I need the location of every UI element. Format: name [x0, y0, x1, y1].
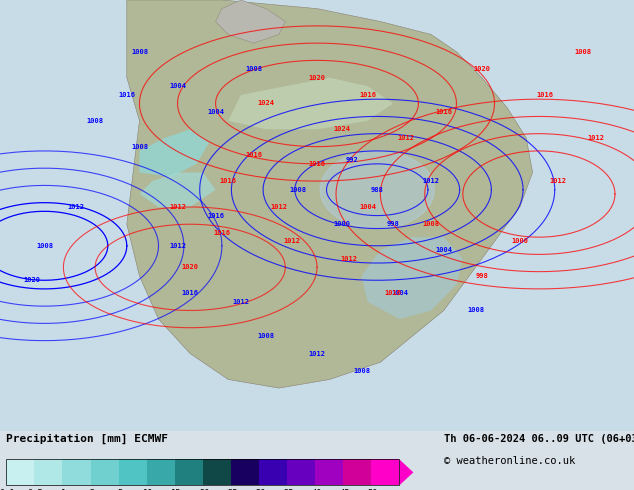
- Text: 1008: 1008: [575, 49, 592, 55]
- Text: 1004: 1004: [207, 109, 224, 115]
- Text: Th 06-06-2024 06..09 UTC (06+03): Th 06-06-2024 06..09 UTC (06+03): [444, 434, 634, 444]
- Text: 20: 20: [199, 489, 209, 490]
- Bar: [6, 460, 399, 485]
- Bar: [175, 460, 203, 485]
- Polygon shape: [361, 237, 463, 319]
- Bar: [146, 460, 175, 485]
- Text: 1012: 1012: [550, 178, 566, 184]
- Text: 1008: 1008: [467, 307, 484, 314]
- Text: 1008: 1008: [290, 187, 306, 193]
- Text: 40: 40: [311, 489, 322, 490]
- Text: © weatheronline.co.uk: © weatheronline.co.uk: [444, 456, 575, 466]
- Text: 1016: 1016: [436, 109, 452, 115]
- Text: 1012: 1012: [588, 135, 604, 141]
- Text: 45: 45: [339, 489, 350, 490]
- Text: 1016: 1016: [359, 92, 376, 98]
- Text: 1000: 1000: [334, 221, 351, 227]
- Text: 1008: 1008: [423, 221, 439, 227]
- Text: 15: 15: [171, 489, 181, 490]
- Polygon shape: [139, 129, 209, 177]
- Text: 1016: 1016: [385, 290, 401, 296]
- Text: 1024: 1024: [334, 126, 351, 132]
- Bar: [287, 460, 315, 485]
- Text: 0.1: 0.1: [0, 489, 16, 490]
- Text: 1016: 1016: [220, 178, 236, 184]
- Text: 1012: 1012: [398, 135, 414, 141]
- Bar: [231, 460, 259, 485]
- Text: 1016: 1016: [537, 92, 553, 98]
- Text: 1020: 1020: [23, 277, 40, 283]
- Text: 1020: 1020: [309, 74, 325, 81]
- Bar: [372, 460, 399, 485]
- Text: 998: 998: [387, 221, 399, 227]
- Polygon shape: [216, 0, 285, 43]
- Text: 1012: 1012: [271, 204, 287, 210]
- Bar: [63, 460, 91, 485]
- Text: 1024: 1024: [258, 100, 275, 106]
- Text: 50: 50: [368, 489, 378, 490]
- Circle shape: [320, 151, 434, 228]
- Text: 1000: 1000: [512, 239, 528, 245]
- Text: 0.5: 0.5: [28, 489, 44, 490]
- Text: 1016: 1016: [214, 230, 230, 236]
- Text: 1020: 1020: [182, 264, 198, 270]
- Text: 1012: 1012: [309, 350, 325, 357]
- Bar: [343, 460, 372, 485]
- Bar: [315, 460, 343, 485]
- Text: 1: 1: [61, 489, 67, 490]
- Bar: [203, 460, 231, 485]
- Text: 1008: 1008: [245, 66, 262, 72]
- Text: 2: 2: [89, 489, 94, 490]
- Text: 1016: 1016: [119, 92, 135, 98]
- Text: 1008: 1008: [36, 243, 53, 249]
- Text: 1016: 1016: [309, 161, 325, 167]
- Bar: [6, 460, 34, 485]
- Polygon shape: [228, 77, 393, 129]
- Text: Precipitation [mm] ECMWF: Precipitation [mm] ECMWF: [6, 434, 169, 444]
- Bar: [91, 460, 119, 485]
- Text: 988: 988: [371, 187, 384, 193]
- Text: 1012: 1012: [283, 239, 300, 245]
- Text: 25: 25: [227, 489, 238, 490]
- Text: 1004: 1004: [169, 83, 186, 89]
- Text: 1008: 1008: [131, 49, 148, 55]
- Text: 35: 35: [283, 489, 294, 490]
- Text: 30: 30: [256, 489, 266, 490]
- Text: 1004: 1004: [359, 204, 376, 210]
- Text: 1008: 1008: [87, 118, 103, 124]
- Text: 1008: 1008: [131, 144, 148, 149]
- Polygon shape: [127, 0, 533, 388]
- Text: 5: 5: [117, 489, 122, 490]
- Text: 10: 10: [143, 489, 153, 490]
- Text: 998: 998: [476, 273, 488, 279]
- Text: 1016: 1016: [182, 290, 198, 296]
- Text: 1016: 1016: [245, 152, 262, 158]
- Text: 1012: 1012: [423, 178, 439, 184]
- Text: 1016: 1016: [207, 213, 224, 219]
- Polygon shape: [399, 460, 413, 485]
- Text: 1012: 1012: [233, 299, 249, 305]
- Text: 1012: 1012: [340, 256, 357, 262]
- Text: 992: 992: [346, 156, 358, 163]
- Text: 1008: 1008: [353, 368, 370, 374]
- Text: 1008: 1008: [258, 333, 275, 340]
- Text: 1004: 1004: [436, 247, 452, 253]
- Text: 1004: 1004: [391, 290, 408, 296]
- Polygon shape: [139, 172, 216, 207]
- Bar: [119, 460, 146, 485]
- Bar: [34, 460, 63, 485]
- Text: 1012: 1012: [169, 243, 186, 249]
- Text: 1012: 1012: [169, 204, 186, 210]
- Bar: [259, 460, 287, 485]
- Text: 1012: 1012: [68, 204, 84, 210]
- Text: 1020: 1020: [474, 66, 490, 72]
